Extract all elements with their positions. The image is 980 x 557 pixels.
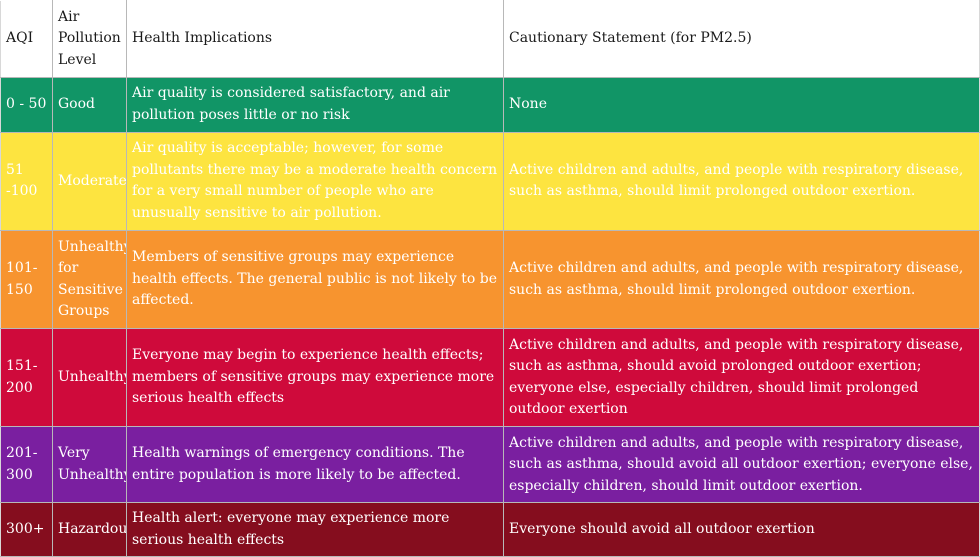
header-row: AQI Air Pollution Level Health Implicati… (0, 0, 980, 78)
health-implications-cell: Health warnings of emergency conditions.… (126, 426, 504, 504)
aqi-range-cell: 51 -100 (0, 131, 53, 231)
cautionary-statement-cell: Everyone should avoid all outdoor exerti… (503, 502, 980, 557)
aqi-range-cell: 300+ (0, 502, 53, 557)
health-implications-cell: Members of sensitive groups may experien… (126, 229, 504, 330)
aqi-range-cell: 101-150 (0, 229, 53, 330)
cautionary-statement-cell: Active children and adults, and people w… (503, 426, 980, 504)
pollution-level-cell: Moderate (52, 131, 127, 231)
aqi-range-cell: 0 - 50 (0, 77, 53, 133)
health-implications-cell: Health alert: everyone may experience mo… (126, 502, 504, 557)
table-row-moderate: 51 -100 Moderate Air quality is acceptab… (0, 131, 980, 231)
pollution-level-cell: Unhealthy for Sensitive Groups (52, 229, 127, 330)
cautionary-statement-cell: Active children and adults, and people w… (503, 229, 980, 330)
pollution-level-cell: Good (52, 77, 127, 133)
table-row-unhealthy-sensitive: 101-150 Unhealthy for Sensitive Groups M… (0, 229, 980, 330)
aqi-range-cell: 151-200 (0, 328, 53, 428)
pollution-level-cell: Very Unhealthy (52, 426, 127, 504)
table-header: AQI Air Pollution Level Health Implicati… (0, 0, 980, 78)
table-body: 0 - 50 Good Air quality is considered sa… (0, 77, 980, 557)
aqi-range-cell: 201-300 (0, 426, 53, 504)
cautionary-statement-cell: None (503, 77, 980, 133)
table-row-unhealthy: 151-200 Unhealthy Everyone may begin to … (0, 328, 980, 428)
header-cautionary-statement: Cautionary Statement (for PM2.5) (503, 0, 980, 78)
health-implications-cell: Everyone may begin to experience health … (126, 328, 504, 428)
table-row-good: 0 - 50 Good Air quality is considered sa… (0, 77, 980, 133)
health-implications-cell: Air quality is acceptable; however, for … (126, 131, 504, 231)
pollution-level-cell: Hazardous (52, 502, 127, 557)
pollution-level-cell: Unhealthy (52, 328, 127, 428)
header-health-implications: Health Implications (126, 0, 504, 78)
header-air-pollution-level: Air Pollution Level (52, 0, 127, 78)
cautionary-statement-cell: Active children and adults, and people w… (503, 328, 980, 428)
health-implications-cell: Air quality is considered satisfactory, … (126, 77, 504, 133)
table-row-very-unhealthy: 201-300 Very Unhealthy Health warnings o… (0, 426, 980, 504)
header-aqi: AQI (0, 0, 53, 78)
table-row-hazardous: 300+ Hazardous Health alert: everyone ma… (0, 502, 980, 557)
cautionary-statement-cell: Active children and adults, and people w… (503, 131, 980, 231)
